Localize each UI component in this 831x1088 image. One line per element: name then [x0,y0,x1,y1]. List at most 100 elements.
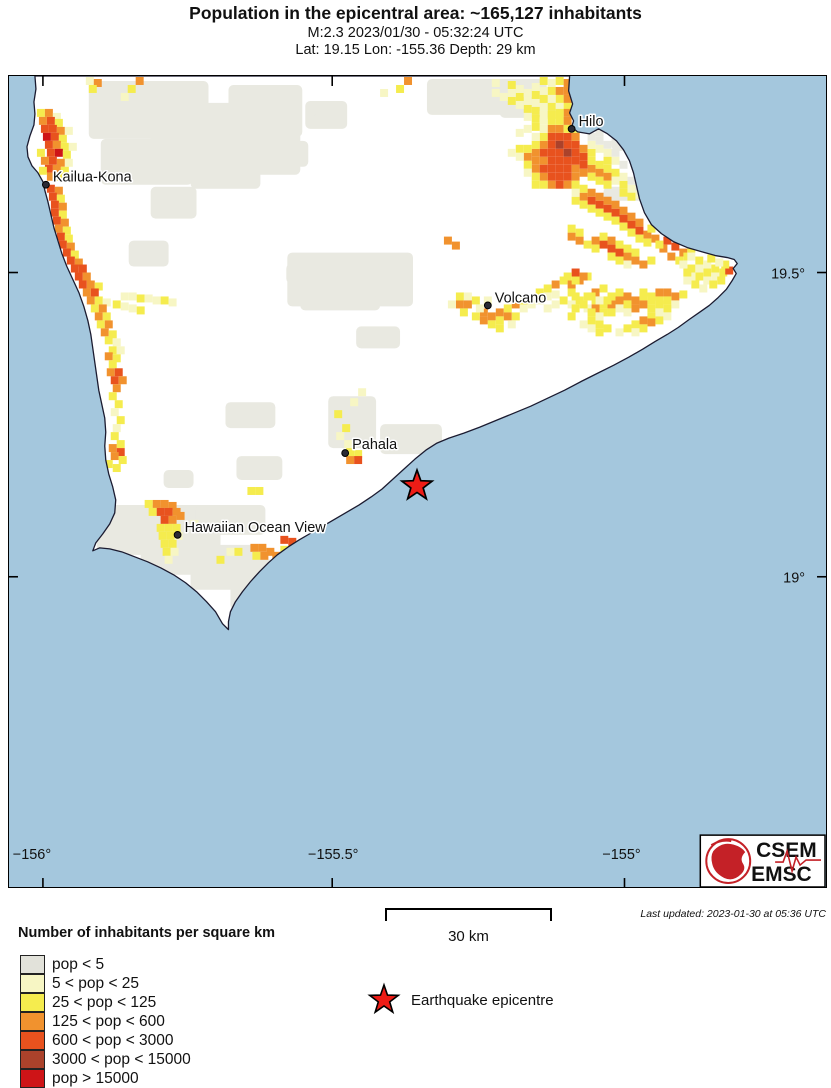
population-cell [603,196,612,205]
legend-item: 600 < pop < 3000 [20,1031,191,1050]
population-cell [162,547,171,556]
legend-label: 25 < pop < 125 [52,993,157,1011]
longitude-label: −155° [602,847,640,863]
population-cell [699,284,708,293]
population-cell [48,124,57,133]
population-cell [108,392,117,401]
population-cell [471,312,480,321]
population-cell [491,88,500,97]
population-cell [98,304,107,313]
city-label: Hawaiian Ocean View [185,520,327,536]
population-cell [579,184,588,193]
population-cell [86,296,95,305]
population-cell [255,486,264,495]
population-cell [459,308,468,317]
population-cell [595,312,604,321]
population-cell [104,336,113,345]
population-cell [619,160,628,169]
population-cell [595,168,604,177]
population-cell [144,499,153,508]
population-cell [44,164,53,173]
legend-swatch [20,1031,45,1050]
population-cell [258,543,267,552]
population-cell [607,252,616,261]
population-cell [711,272,720,281]
population-cell [587,324,596,333]
population-cell [671,242,680,251]
population-cell [52,140,61,149]
low-pop-area [190,158,261,189]
population-cell [40,124,49,133]
latitude-label: 19.5° [771,267,805,283]
population-cell [46,172,55,181]
population-cell [94,296,103,305]
population-cell [615,296,624,305]
population-cell [599,284,608,293]
population-cell [635,218,644,227]
population-cell [555,172,564,181]
population-cell [451,241,460,250]
population-cell [563,124,572,133]
population-cell [623,252,632,261]
population-cell [595,144,604,153]
population-cell [531,140,540,149]
population-cell [703,276,712,285]
population-cell [483,296,492,305]
event-coordinates-depth: Lat: 19.15 Lon: -155.36 Depth: 29 km [295,42,536,58]
population-cell [611,148,620,157]
population-cell [404,76,413,85]
population-cell [511,300,520,309]
population-cell [643,230,652,239]
population-cell [651,234,660,243]
population-cell [547,94,556,103]
population-cell [118,456,127,465]
population-cell [543,292,552,301]
population-cell [128,292,137,301]
population-cell [46,148,55,157]
population-cell [615,288,624,297]
legend-swatch [20,993,45,1012]
population-cell [639,260,648,269]
population-cell [507,96,516,105]
population-cell [563,156,572,165]
population-cell [168,539,177,548]
population-cell [583,240,592,249]
population-cell [94,312,103,321]
population-cell [507,88,516,97]
event-magnitude-datetime: M:2.3 2023/01/30 - 05:32:24 UTC [307,25,524,41]
population-cell [60,218,69,227]
population-cell [128,304,137,313]
population-cell [615,248,624,257]
population-cell [539,102,548,111]
population-cell [116,346,125,355]
population-cell [595,200,604,209]
population-cell [611,176,620,185]
population-cell [635,234,644,243]
population-cell [252,551,261,560]
population-cell [539,124,548,133]
population-cell [663,304,672,313]
population-cell [96,320,105,329]
population-cell [615,240,624,249]
population-cell [447,300,456,309]
population-cell [555,148,564,157]
population-cell [216,555,225,564]
population-cell [156,523,165,532]
population-cell [46,184,55,193]
population-cell [455,300,464,309]
population-cell [118,376,127,385]
population-cell [591,244,600,253]
population-cell [631,304,640,313]
population-cell [102,298,111,307]
population-cell [587,196,596,205]
population-cell [603,156,612,165]
population-cell [64,126,73,135]
city-marker: Hawaiian Ocean View [173,518,328,539]
epicentre-legend: Earthquake epicentre [366,982,554,1018]
legend-swatch [20,1069,45,1088]
legend-swatch [20,1012,45,1031]
population-cell [579,160,588,169]
population-cell [631,328,640,337]
city-label: Pahala [352,437,398,453]
